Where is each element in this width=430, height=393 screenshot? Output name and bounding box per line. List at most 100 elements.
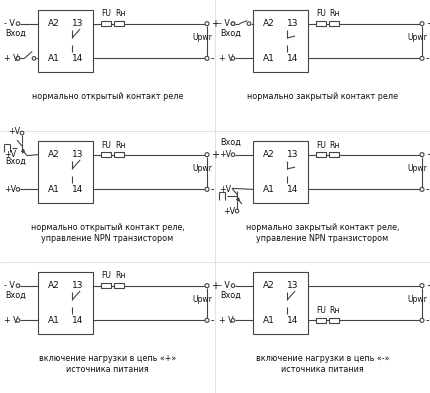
Text: -: - — [211, 184, 215, 195]
Circle shape — [205, 284, 209, 288]
Text: - V: - V — [219, 19, 230, 28]
Text: A2: A2 — [48, 150, 59, 159]
Text: Вход: Вход — [5, 29, 26, 38]
Circle shape — [420, 152, 424, 157]
Circle shape — [420, 187, 424, 191]
Bar — [114, 283, 124, 288]
Circle shape — [231, 57, 235, 60]
Text: Upwr: Upwr — [192, 295, 212, 304]
Text: +: + — [211, 18, 219, 29]
Text: A2: A2 — [263, 281, 274, 290]
Text: FU: FU — [316, 141, 326, 149]
Text: 13: 13 — [72, 19, 83, 28]
Bar — [316, 318, 326, 323]
Text: Rн: Rн — [330, 306, 340, 315]
Text: 13: 13 — [72, 150, 83, 159]
Bar — [253, 272, 308, 334]
Text: - V: - V — [219, 281, 230, 290]
Bar — [329, 318, 339, 323]
Circle shape — [231, 22, 235, 26]
Text: 14: 14 — [72, 316, 83, 325]
Circle shape — [231, 319, 235, 322]
Circle shape — [16, 187, 20, 191]
Text: Rн: Rн — [115, 272, 125, 281]
Text: Вход: Вход — [220, 291, 241, 300]
Circle shape — [231, 22, 235, 26]
Text: +: + — [426, 150, 430, 160]
Text: -: - — [426, 184, 430, 195]
Text: 14: 14 — [287, 316, 298, 325]
Text: 14: 14 — [287, 185, 298, 194]
Text: -: - — [426, 53, 430, 63]
Circle shape — [16, 57, 20, 60]
Circle shape — [16, 284, 20, 287]
Text: нормально закрытый контакт реле: нормально закрытый контакт реле — [247, 92, 398, 101]
Text: нормально открытый контакт реле: нормально открытый контакт реле — [32, 92, 183, 101]
Circle shape — [420, 22, 424, 26]
Text: +V: +V — [4, 185, 16, 194]
Text: - V: - V — [4, 281, 15, 290]
Circle shape — [247, 22, 251, 26]
Text: нормально открытый контакт реле,
управление NPN транзистором: нормально открытый контакт реле, управле… — [31, 223, 184, 243]
Text: A2: A2 — [263, 150, 274, 159]
Text: FU: FU — [101, 272, 111, 281]
Bar — [253, 141, 308, 203]
Text: + V: + V — [4, 316, 18, 325]
Text: 13: 13 — [72, 281, 83, 290]
Text: 13: 13 — [287, 281, 298, 290]
Text: A1: A1 — [47, 54, 59, 63]
Circle shape — [420, 56, 424, 61]
Text: A1: A1 — [262, 316, 274, 325]
Text: Вход: Вход — [5, 291, 26, 300]
Text: +: + — [211, 281, 219, 291]
Text: A1: A1 — [262, 185, 274, 194]
Text: 13: 13 — [287, 19, 298, 28]
Circle shape — [235, 209, 239, 213]
Text: Вход: Вход — [220, 138, 241, 147]
Text: 14: 14 — [72, 185, 83, 194]
Circle shape — [16, 57, 20, 60]
Circle shape — [32, 57, 36, 60]
Text: Upwr: Upwr — [192, 33, 212, 42]
Text: FU: FU — [101, 9, 111, 18]
Bar — [101, 283, 111, 288]
Text: Upwr: Upwr — [407, 164, 427, 173]
Text: A1: A1 — [262, 54, 274, 63]
Text: Rн: Rн — [115, 9, 125, 18]
Text: A1: A1 — [47, 185, 59, 194]
Text: Upwr: Upwr — [407, 33, 427, 42]
Bar — [329, 152, 339, 157]
Text: +V: +V — [223, 206, 235, 215]
Circle shape — [231, 284, 235, 287]
Text: Rн: Rн — [330, 141, 340, 149]
Bar — [329, 21, 339, 26]
Circle shape — [205, 22, 209, 26]
Text: A2: A2 — [48, 281, 59, 290]
Text: +V: +V — [219, 185, 231, 194]
Bar — [38, 141, 93, 203]
Text: + V: + V — [219, 54, 233, 63]
Circle shape — [205, 56, 209, 61]
Text: 14: 14 — [287, 54, 298, 63]
Text: +: + — [211, 150, 219, 160]
Text: Rн: Rн — [330, 9, 340, 18]
Text: A2: A2 — [48, 19, 59, 28]
Bar — [101, 21, 111, 26]
Text: + V: + V — [4, 54, 18, 63]
Text: нормально закрытый контакт реле,
управление NPN транзистором: нормально закрытый контакт реле, управле… — [246, 223, 399, 243]
Text: -: - — [211, 53, 215, 63]
Text: A1: A1 — [47, 316, 59, 325]
Text: FU: FU — [101, 141, 111, 149]
Bar — [101, 152, 111, 157]
Circle shape — [16, 22, 20, 26]
Text: +V: +V — [219, 150, 231, 159]
Text: Upwr: Upwr — [192, 164, 212, 173]
Text: Upwr: Upwr — [407, 295, 427, 304]
Text: FU: FU — [316, 9, 326, 18]
Circle shape — [231, 153, 235, 156]
Text: включение нагрузки в цепь «-»
источника питания: включение нагрузки в цепь «-» источника … — [256, 354, 389, 374]
Text: 13: 13 — [287, 150, 298, 159]
Bar — [38, 10, 93, 72]
Text: -: - — [426, 315, 430, 325]
Circle shape — [205, 187, 209, 191]
